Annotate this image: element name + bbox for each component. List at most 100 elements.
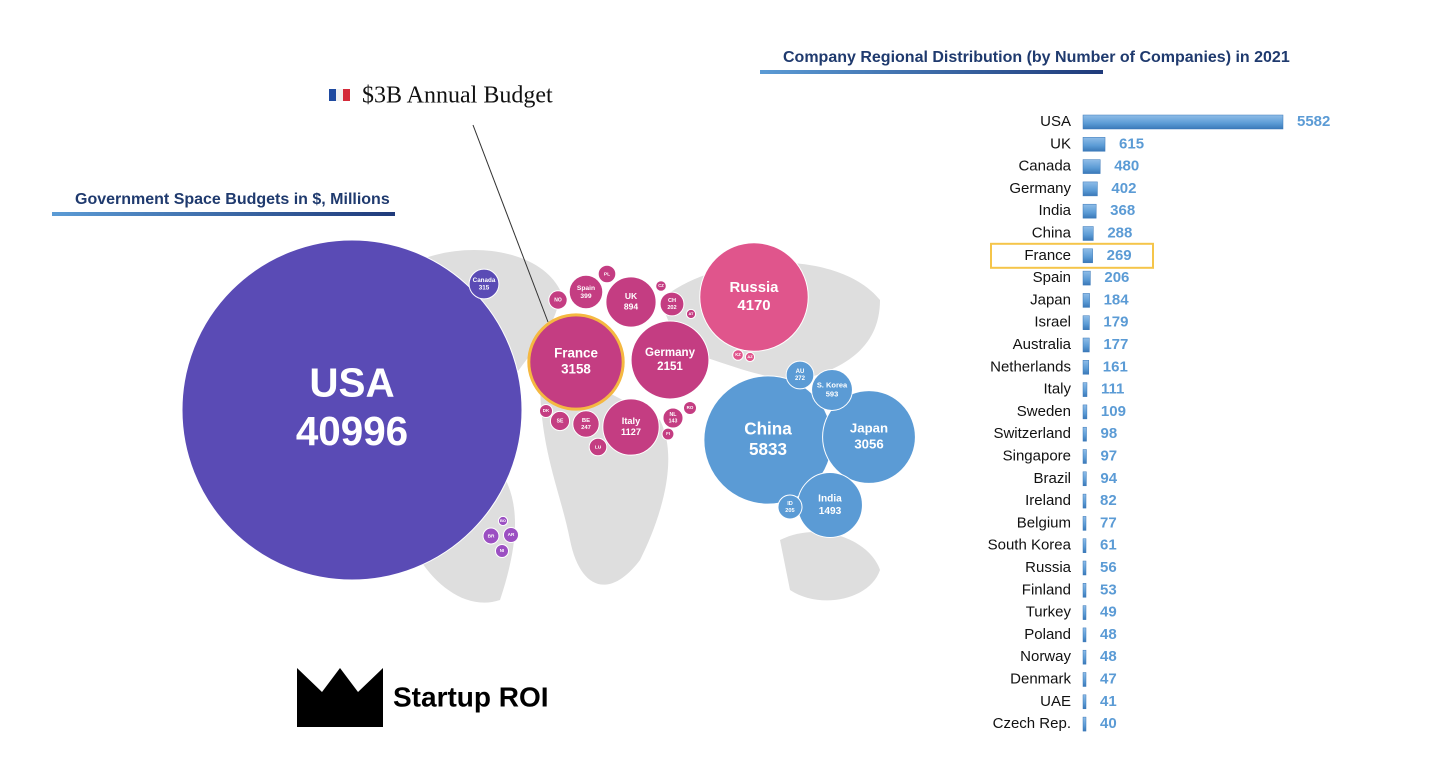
bar-label: India (1038, 202, 1071, 219)
bar-label: Singapore (1003, 447, 1071, 464)
bar-value: 41 (1100, 693, 1117, 710)
bar (1082, 627, 1087, 643)
bar-label: UK (1050, 135, 1071, 152)
bar-label: UAE (1040, 693, 1071, 710)
bar-value: 615 (1119, 135, 1144, 152)
bubble-value: 315 (479, 284, 490, 291)
bubble (699, 242, 809, 352)
bars: USA 5582 UK 615 Canada 480 Germany 402 India 368 C… (988, 113, 1331, 732)
annotation: $3B Annual Budget (362, 83, 553, 109)
bar-value: 56 (1100, 559, 1117, 576)
bar (1082, 226, 1094, 241)
bar (1082, 203, 1097, 219)
bubble (630, 320, 710, 400)
bubble-value: 143 (669, 419, 678, 425)
bubble-label: Japan (850, 421, 888, 436)
bubble (568, 274, 604, 310)
bubble-label: AZ (747, 354, 753, 359)
bar-label: China (1032, 224, 1072, 241)
bar-value: 48 (1100, 648, 1117, 665)
bar-value: 77 (1100, 514, 1117, 531)
bar (1082, 337, 1090, 353)
bar-label: Japan (1030, 291, 1071, 308)
bar (1082, 159, 1101, 174)
bar-label: Poland (1024, 626, 1071, 643)
bubble-label: PL (604, 271, 610, 277)
bar-label: Brazil (1033, 470, 1071, 487)
bubble (181, 239, 523, 581)
bubble (588, 437, 608, 457)
bar-value: 5582 (1297, 113, 1330, 130)
bar (1082, 649, 1087, 665)
bar-label: Norway (1020, 648, 1071, 665)
bar-value: 177 (1103, 336, 1128, 353)
bubble (548, 290, 568, 310)
bar (1082, 716, 1087, 732)
bar (1082, 672, 1087, 687)
bar-value: 48 (1100, 626, 1117, 643)
bubble-value: 3056 (854, 436, 883, 451)
bubble-label: France (554, 346, 598, 361)
bubble (811, 369, 853, 411)
bubble-label: Germany (645, 347, 696, 359)
bar-value: 206 (1104, 269, 1129, 286)
bubble-label: DK (543, 408, 550, 413)
bubble (527, 313, 625, 411)
bubble-value: 5833 (749, 440, 787, 459)
bar-value: 161 (1103, 358, 1128, 375)
bar (1082, 248, 1093, 264)
bar-value: 94 (1100, 470, 1117, 487)
bubble-label: AT (688, 311, 694, 316)
bar-label: Finland (1022, 581, 1071, 598)
bar (1082, 426, 1087, 442)
bar-value: 47 (1100, 670, 1117, 687)
flag (329, 89, 350, 101)
bubble (685, 308, 697, 320)
bar (1082, 293, 1090, 308)
bubble-label: S. Korea (817, 380, 848, 389)
highlight-box (990, 242, 1154, 269)
bar-title: Company Regional Distribution (by Number… (783, 49, 1290, 66)
bubble-label: USA (309, 359, 394, 405)
bar (1082, 382, 1088, 397)
bubble-label: SE (557, 418, 564, 424)
bar (1082, 270, 1091, 286)
bubble-label: NI (500, 548, 504, 553)
bar-label: Canada (1018, 158, 1071, 175)
bar-label: South Korea (988, 537, 1072, 554)
bubble (661, 427, 675, 441)
bar-label: Spain (1033, 269, 1071, 286)
bar (1082, 360, 1090, 375)
bubble-value: 247 (581, 425, 592, 431)
bar (1082, 137, 1106, 152)
bubble-label: KZ (735, 352, 741, 357)
bar-value: 82 (1100, 492, 1117, 509)
bubble-value: 2151 (657, 361, 683, 373)
bar-value: 98 (1101, 425, 1118, 442)
bubble-label: CZ (658, 283, 664, 288)
bar-label: Ireland (1025, 492, 1071, 509)
bubble (605, 276, 657, 328)
bubble (659, 291, 685, 317)
bubble-label: CH (668, 298, 676, 304)
bar (1082, 471, 1087, 487)
bar-label: France (1024, 247, 1071, 264)
bar-value: 49 (1100, 604, 1117, 621)
bar-label: Germany (1009, 180, 1071, 197)
bar (1082, 560, 1087, 576)
bar-value: 402 (1111, 180, 1136, 197)
title-underline (52, 212, 395, 216)
bar-value: 109 (1101, 403, 1126, 420)
bar-value: 288 (1107, 224, 1132, 241)
bar-label: Italy (1043, 381, 1071, 398)
bubble (468, 268, 500, 300)
bubble (732, 349, 744, 361)
bubble (822, 390, 916, 484)
bubble-label: Canada (473, 277, 496, 284)
bubble-label: FI (666, 431, 670, 436)
bar-label: Switzerland (993, 425, 1071, 442)
bubble-label: AR (508, 532, 515, 537)
bar-value: 368 (1110, 202, 1135, 219)
